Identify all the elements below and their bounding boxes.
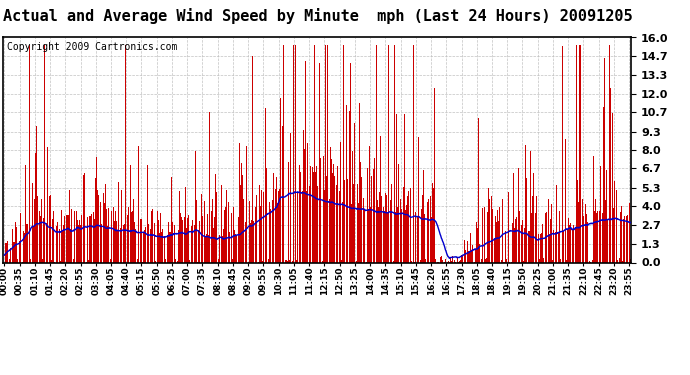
- Text: Actual and Average Wind Speed by Minute  mph (Last 24 Hours) 20091205: Actual and Average Wind Speed by Minute …: [3, 8, 632, 24]
- Text: Copyright 2009 Cartronics.com: Copyright 2009 Cartronics.com: [7, 42, 177, 52]
